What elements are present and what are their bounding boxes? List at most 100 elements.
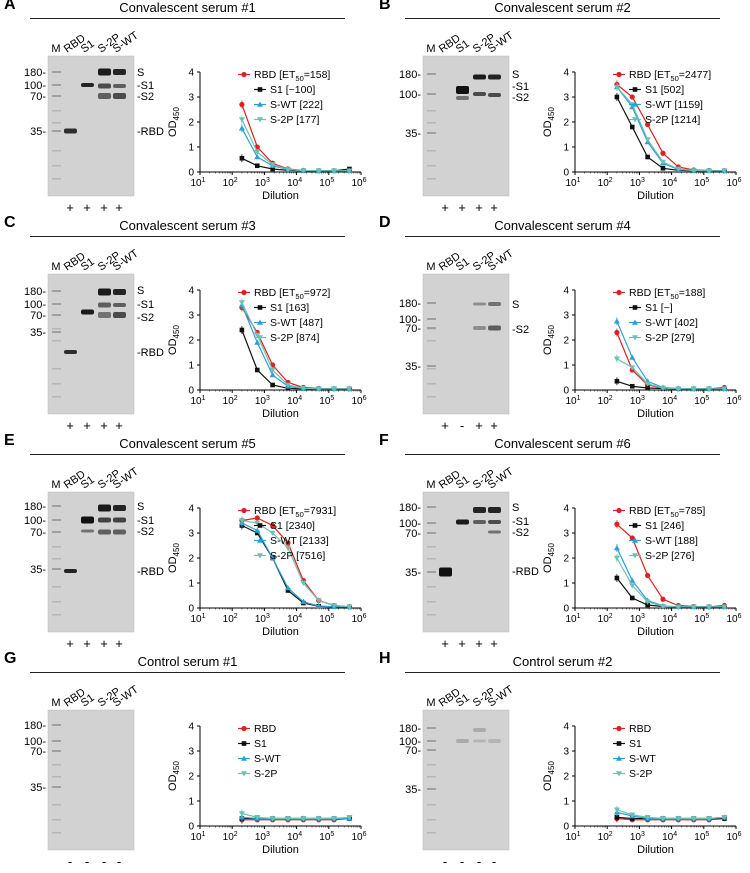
legend-item: RBD [ET50=972] — [238, 287, 330, 301]
ladder-band — [427, 73, 436, 75]
panel-title: Convalescent serum #1 — [119, 0, 256, 15]
x-axis-label: Dilution — [262, 626, 299, 638]
band-label: S — [137, 67, 144, 79]
x-tick-label: 104 — [287, 831, 302, 843]
lane-sign: + — [490, 200, 498, 215]
x-tick-label: 104 — [662, 395, 677, 407]
legend-item: RBD [ET50=188] — [613, 287, 705, 301]
blot-membrane — [48, 274, 134, 414]
panel-title: Convalescent serum #6 — [494, 436, 631, 451]
y-tick-label: 0 — [188, 386, 194, 397]
ladder-band — [52, 178, 61, 180]
ladder-band — [427, 110, 436, 112]
mw-label: 100- — [24, 736, 46, 748]
marker-label: M — [51, 697, 60, 709]
data-point — [254, 515, 260, 521]
protein-band — [473, 507, 486, 513]
ladder-band — [52, 724, 61, 726]
ladder-band — [427, 819, 436, 821]
data-point — [645, 385, 650, 391]
mw-label: 35- — [405, 128, 421, 140]
protein-band — [488, 93, 501, 97]
x-tick-label: 101 — [565, 177, 580, 189]
data-point — [346, 815, 353, 821]
x-tick-label: 105 — [694, 613, 709, 625]
data-point — [721, 815, 728, 821]
y-axis-label: OD450 — [542, 107, 556, 137]
data-point — [690, 604, 697, 610]
x-tick-label: 102 — [598, 613, 613, 625]
lane-sign: + — [441, 636, 449, 651]
data-point — [315, 603, 322, 609]
protein-band — [439, 567, 452, 577]
data-point — [331, 168, 338, 174]
data-point — [613, 555, 620, 561]
ladder-band — [427, 740, 436, 742]
band-label: -S1 — [137, 299, 154, 311]
legend-item: S-2P — [613, 768, 652, 780]
x-tick-label: 105 — [694, 831, 709, 843]
x-axis-label: Dilution — [637, 190, 674, 202]
data-point — [629, 812, 636, 818]
protein-band — [98, 93, 111, 99]
y-tick-label: 1 — [563, 797, 569, 808]
legend-item: S-2P [7516] — [254, 550, 325, 562]
marker-label: M — [51, 261, 60, 273]
x-tick-label: 104 — [662, 831, 677, 843]
legend-label: S1 [~] — [645, 302, 673, 314]
y-tick-label: 4 — [188, 722, 194, 733]
mw-label: 180- — [399, 723, 421, 735]
protein-band — [113, 517, 126, 523]
ladder-band — [427, 368, 436, 370]
band-label: -S2 — [137, 526, 154, 538]
y-tick-label: 2 — [563, 772, 569, 783]
ladder-band — [52, 303, 61, 305]
protein-band — [64, 128, 77, 134]
data-point — [269, 372, 276, 378]
protein-band — [113, 312, 126, 318]
lane-sign: + — [66, 200, 74, 215]
y-tick-label: 3 — [188, 529, 194, 540]
data-point — [254, 154, 261, 160]
legend-marker — [616, 741, 622, 746]
y-tick-label: 0 — [188, 604, 194, 615]
data-point — [269, 555, 276, 561]
marker-label: M — [426, 697, 435, 709]
mw-label: 70- — [405, 528, 421, 540]
ladder-band — [52, 601, 61, 603]
protein-band — [113, 505, 126, 511]
band-label: -S2 — [137, 312, 154, 324]
y-tick-label: 4 — [188, 286, 194, 297]
data-point — [644, 381, 651, 387]
data-point — [346, 604, 353, 610]
legend-label: S1 [~100] — [270, 84, 315, 96]
ladder-band — [52, 150, 61, 152]
legend-label: S-2P [874] — [270, 332, 320, 344]
data-point — [239, 155, 245, 161]
legend-label: RBD [ET50=158] — [254, 69, 330, 83]
western-blot — [47, 491, 135, 633]
panel-letter: A — [4, 0, 16, 13]
legend-label: RBD [ET50=188] — [629, 287, 705, 301]
lane-sign: + — [83, 636, 91, 651]
legend-label: S-WT — [254, 753, 281, 765]
series-s-2p — [613, 354, 728, 392]
legend-item: S1 — [613, 738, 642, 750]
mw-label: 180- — [24, 501, 46, 513]
x-tick-label: 102 — [223, 177, 238, 189]
ladder-band — [427, 93, 436, 95]
panel-letter: H — [379, 650, 391, 667]
legend-marker — [241, 507, 247, 514]
ladder-band — [52, 832, 61, 834]
data-point — [614, 378, 620, 384]
series-line — [241, 522, 350, 608]
data-point — [284, 382, 291, 388]
data-point — [300, 580, 307, 586]
elisa-chart: 0 1 2 3 4 101 102 103 104 105 106 Dilution OD450 RBD … — [167, 504, 367, 639]
panel-title: Control serum #1 — [137, 654, 238, 669]
legend-label: S-WT [188] — [645, 535, 698, 547]
band-label: -S2 — [512, 527, 529, 539]
mw-label: 100- — [24, 515, 46, 527]
western-blot — [47, 709, 135, 851]
mw-label: 35- — [30, 327, 46, 339]
